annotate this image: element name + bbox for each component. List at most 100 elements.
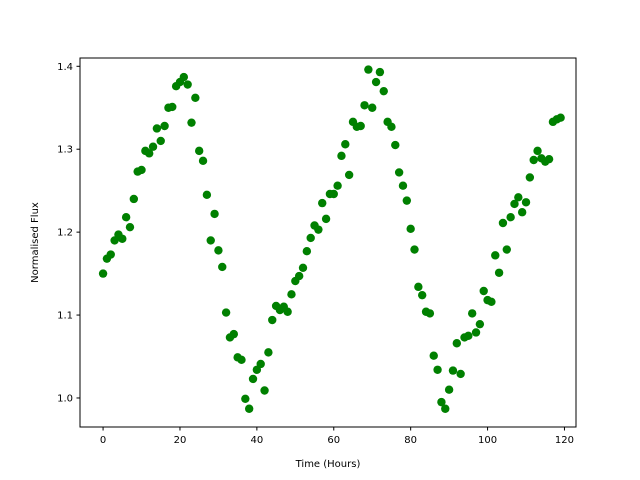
data-point bbox=[160, 121, 169, 131]
data-point bbox=[187, 118, 196, 127]
x-tick-label: 0 bbox=[100, 435, 106, 446]
x-tick-label: 120 bbox=[555, 435, 574, 446]
data-point bbox=[364, 65, 373, 74]
y-tick-label: 1.2 bbox=[57, 228, 73, 239]
data-point bbox=[314, 225, 323, 234]
data-point bbox=[437, 397, 446, 407]
data-point bbox=[529, 155, 538, 165]
data-point bbox=[418, 290, 427, 300]
data-point bbox=[510, 199, 519, 209]
data-point bbox=[491, 251, 500, 260]
data-point bbox=[356, 121, 365, 131]
data-point bbox=[379, 86, 388, 96]
data-point bbox=[402, 196, 412, 205]
y-tick-label: 1.1 bbox=[57, 311, 73, 322]
data-point bbox=[148, 142, 158, 151]
data-point bbox=[294, 271, 304, 281]
data-point bbox=[194, 146, 204, 156]
y-tick-label: 1.4 bbox=[57, 62, 73, 73]
data-point bbox=[525, 173, 535, 182]
data-point bbox=[398, 181, 408, 190]
data-point bbox=[467, 309, 477, 318]
data-point bbox=[179, 72, 189, 82]
y-tick-label: 1.0 bbox=[57, 393, 73, 404]
data-point bbox=[118, 234, 127, 243]
data-point bbox=[337, 151, 346, 161]
data-point bbox=[318, 198, 327, 208]
data-point bbox=[341, 140, 350, 149]
x-tick-label: 60 bbox=[327, 435, 340, 446]
data-point bbox=[475, 319, 485, 329]
data-point bbox=[344, 170, 354, 180]
data-point bbox=[517, 208, 527, 217]
data-point bbox=[287, 290, 296, 299]
x-axis-ticks: 0 20 40 60 80 100 120 bbox=[100, 427, 574, 446]
data-point bbox=[360, 101, 369, 110]
data-point bbox=[375, 67, 385, 77]
data-point bbox=[556, 113, 565, 122]
data-point bbox=[156, 136, 165, 146]
x-tick-label: 80 bbox=[404, 435, 417, 446]
data-point bbox=[137, 165, 146, 175]
data-point bbox=[514, 193, 523, 202]
x-axis-label: Time (Hours) bbox=[295, 459, 361, 470]
data-point bbox=[129, 194, 139, 204]
data-point bbox=[121, 213, 131, 222]
data-point bbox=[210, 209, 219, 219]
data-point bbox=[302, 247, 312, 256]
data-point bbox=[506, 213, 515, 222]
data-point bbox=[471, 328, 481, 337]
data-point bbox=[241, 394, 250, 404]
data-point bbox=[387, 122, 396, 132]
data-point bbox=[498, 218, 508, 228]
data-point bbox=[198, 156, 208, 166]
data-point bbox=[260, 386, 269, 395]
data-point bbox=[479, 286, 488, 296]
data-point bbox=[333, 181, 342, 190]
data-point bbox=[494, 268, 504, 277]
data-point bbox=[371, 77, 381, 87]
data-point bbox=[218, 262, 227, 272]
data-point bbox=[464, 331, 473, 340]
data-point bbox=[521, 198, 531, 207]
data-point bbox=[544, 154, 554, 164]
data-point bbox=[394, 168, 404, 177]
data-point bbox=[321, 214, 331, 224]
data-point bbox=[441, 404, 450, 413]
data-point bbox=[168, 102, 177, 112]
data-point bbox=[244, 404, 254, 413]
y-tick-label: 1.3 bbox=[57, 145, 73, 156]
data-points bbox=[98, 65, 565, 413]
data-point bbox=[183, 80, 192, 89]
data-point bbox=[206, 236, 215, 245]
data-point bbox=[406, 224, 415, 234]
data-point bbox=[283, 307, 292, 316]
y-axis-label: Normalised Flux bbox=[30, 202, 41, 283]
data-point bbox=[452, 339, 462, 348]
data-point bbox=[456, 369, 465, 379]
data-point bbox=[268, 315, 277, 325]
data-point bbox=[152, 124, 162, 133]
data-point bbox=[256, 359, 265, 369]
data-point bbox=[487, 297, 496, 306]
data-point bbox=[368, 103, 377, 112]
plot-frame bbox=[79, 57, 577, 428]
data-point bbox=[533, 146, 542, 156]
data-point bbox=[298, 263, 308, 272]
data-point bbox=[448, 366, 458, 375]
data-point bbox=[202, 190, 212, 200]
data-point bbox=[221, 308, 231, 317]
data-point bbox=[444, 385, 454, 394]
data-point bbox=[106, 250, 115, 259]
data-point bbox=[237, 355, 246, 365]
data-point bbox=[391, 140, 400, 150]
data-point bbox=[125, 222, 135, 232]
data-point bbox=[414, 282, 423, 292]
data-point bbox=[429, 351, 438, 360]
data-point bbox=[425, 309, 435, 318]
data-point bbox=[410, 245, 419, 254]
data-point bbox=[433, 365, 442, 374]
data-point bbox=[329, 189, 338, 199]
